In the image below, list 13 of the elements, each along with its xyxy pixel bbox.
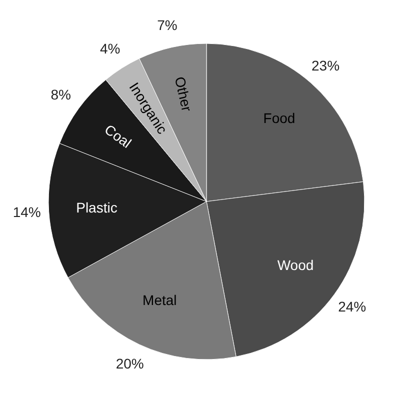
slice-label: Food (263, 110, 296, 126)
data-label: 23% (312, 57, 340, 74)
data-label: 24% (338, 298, 366, 314)
slice-label: Other (172, 75, 196, 114)
data-label: 20% (116, 355, 144, 372)
slice-label: Plastic (76, 199, 118, 216)
data-label: 4% (100, 40, 120, 57)
data-label: 8% (50, 86, 71, 103)
slice-label: Coal (102, 121, 134, 151)
data-label: 14% (12, 204, 41, 220)
data-label: 7% (157, 16, 178, 33)
slice-label: Metal (142, 292, 177, 308)
slice-label: Wood (277, 257, 314, 274)
